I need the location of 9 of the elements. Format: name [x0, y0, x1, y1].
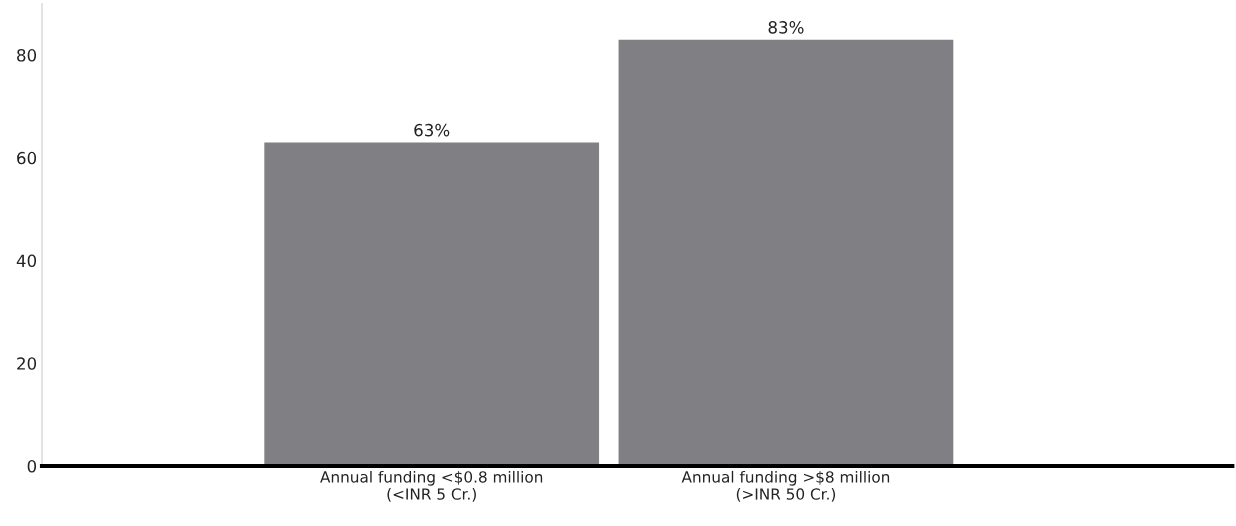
y-tick-label: 60: [17, 151, 37, 165]
x-tick-label: Annual funding >$8 million (>INR 50 Cr.): [681, 470, 890, 502]
y-tick-label: 80: [17, 49, 37, 62]
y-tick-label: 40: [16, 254, 37, 268]
data-label: 83%: [768, 21, 804, 34]
y-tick-label: 20: [17, 357, 37, 370]
data-label: 63%: [414, 123, 450, 137]
x-tick-label: Annual funding <$0.8 million (<INR 5 Cr.): [320, 470, 543, 502]
y-tick-label: 0: [27, 460, 37, 473]
